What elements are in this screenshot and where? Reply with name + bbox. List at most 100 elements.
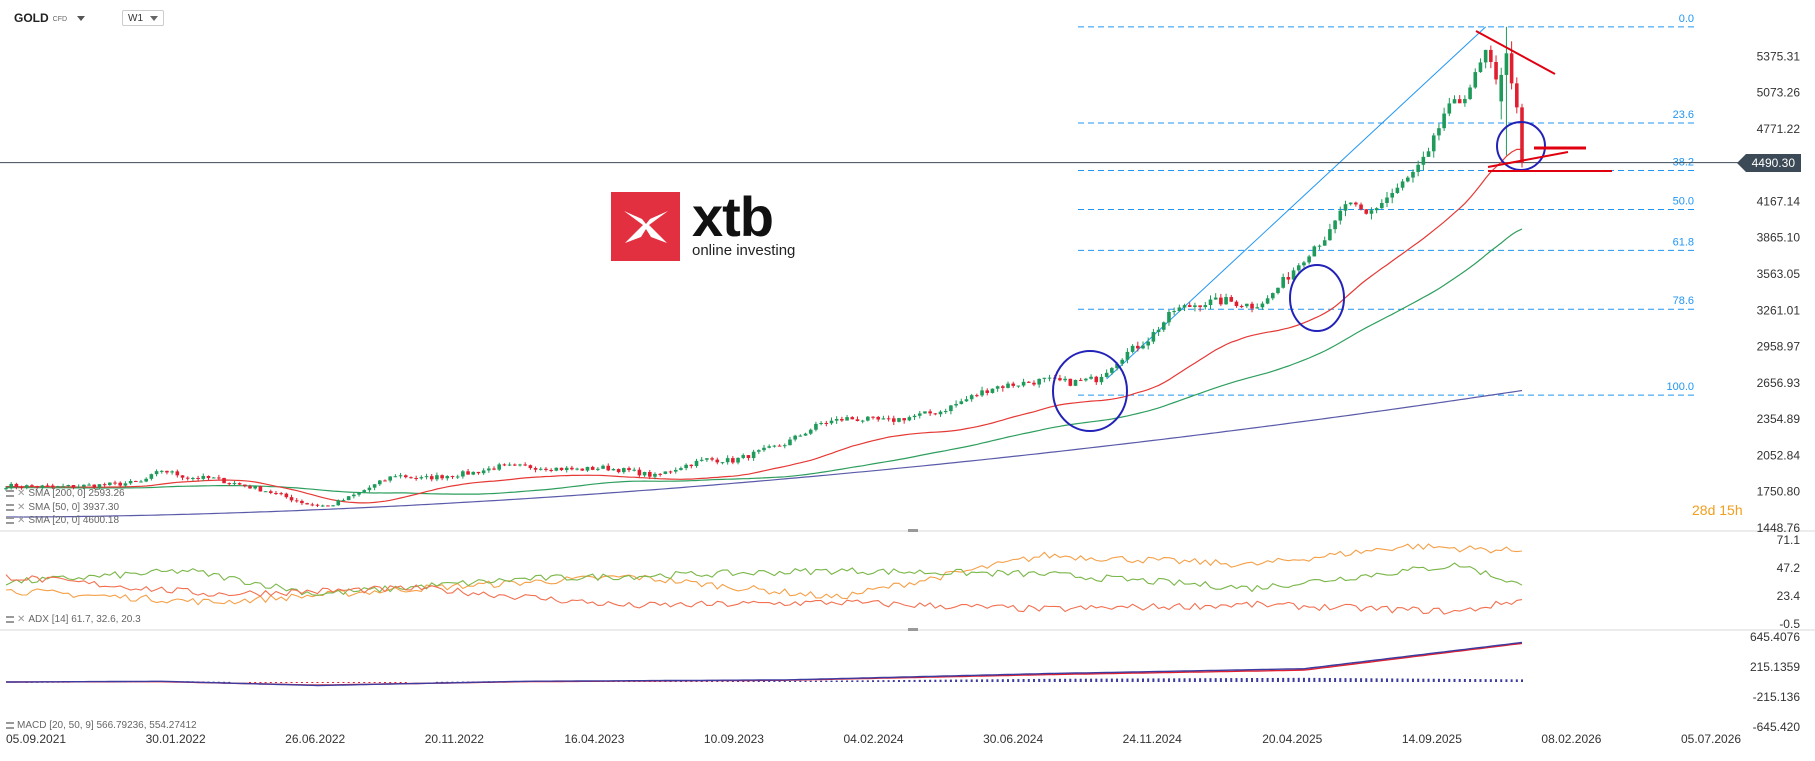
close-icon[interactable]: ✕ (17, 488, 26, 499)
macd-histogram-bar (773, 680, 776, 682)
candle-body (237, 483, 242, 485)
adx-series-adx (5, 543, 1523, 606)
candle-body (191, 477, 195, 479)
candle-body (912, 415, 917, 418)
candle-body (596, 468, 600, 470)
candle-body (523, 464, 527, 466)
annotation-circle (1289, 264, 1345, 332)
candle-body (829, 420, 834, 424)
candle-body (1286, 277, 1291, 280)
candle-body (326, 505, 330, 507)
candle-body (1452, 99, 1457, 104)
legend-adx[interactable]: ✕ ADX [14] 61.7, 32.6, 20.3 (6, 614, 141, 625)
candle-body (71, 485, 76, 488)
macd-histogram-bar (1339, 678, 1342, 682)
candle-body (902, 418, 906, 421)
macd-histogram-bar (1334, 678, 1337, 682)
macd-histogram-bar (1375, 678, 1378, 682)
candle-body (435, 475, 439, 480)
y-tick-label: 4167.14 (1757, 194, 1801, 208)
macd-histogram-bar (1230, 678, 1233, 682)
macd-histogram-bar (768, 680, 771, 682)
macd-histogram-bar (332, 681, 335, 683)
macd-histogram-bar (1489, 679, 1492, 682)
settings-icon[interactable] (6, 504, 14, 511)
macd-histogram-bar (1058, 678, 1061, 682)
settings-icon[interactable] (6, 490, 14, 497)
macd-histogram-bar (342, 681, 345, 683)
settings-icon[interactable] (6, 722, 14, 729)
candle-body (154, 471, 159, 475)
sma50-line (6, 228, 1523, 495)
legend-sma20[interactable]: ✕ SMA [20, 0] 4600.18 (6, 515, 119, 526)
candle-body (653, 473, 657, 477)
macd-histogram-bar (778, 680, 781, 682)
macd-histogram-bar (254, 681, 257, 683)
candle-body (1369, 210, 1374, 214)
candle-body (1229, 297, 1234, 302)
candle-body (1037, 378, 1041, 385)
timeframe-label: W1 (128, 12, 143, 24)
macd-histogram-bar (1417, 678, 1420, 682)
x-tick-label: 10.09.2023 (704, 732, 764, 746)
settings-icon[interactable] (6, 616, 14, 623)
macd-histogram-bar (1510, 679, 1513, 682)
macd-signal-line (6, 642, 1523, 686)
legend-sma50[interactable]: ✕ SMA [50, 0] 3937.30 (6, 502, 119, 513)
legend-macd[interactable]: MACD [20, 50, 9] 566.79236, 554.27412 (6, 720, 197, 731)
candle-body (928, 411, 932, 414)
macd-histogram-bar (1084, 678, 1087, 682)
macd-histogram-bar (866, 680, 869, 682)
close-icon[interactable]: ✕ (17, 515, 26, 526)
candle-body (362, 490, 367, 493)
macd-line (6, 641, 1523, 687)
candle-body (1120, 359, 1125, 364)
macd-histogram-bar (311, 681, 314, 683)
x-tick-label: 26.06.2022 (285, 732, 345, 746)
candle-body (990, 388, 995, 393)
macd-histogram-bar (264, 681, 267, 683)
macd-histogram-bar (1453, 678, 1456, 682)
candle-body (658, 473, 662, 475)
macd-histogram-bar (378, 681, 381, 683)
x-tick-label: 20.11.2022 (425, 732, 484, 746)
symbol-selector[interactable]: GOLD CFD (14, 9, 86, 27)
macd-histogram-bar (1225, 678, 1228, 682)
candle-body (19, 487, 24, 489)
x-tick-label: 30.06.2024 (983, 732, 1043, 746)
macd-histogram-bar (913, 679, 916, 682)
close-icon[interactable]: ✕ (17, 502, 26, 513)
legend-sma200[interactable]: ✕ SMA [200, 0] 2593.26 (6, 488, 125, 499)
close-icon[interactable]: ✕ (17, 614, 26, 625)
candle-body (866, 416, 870, 421)
candle-body (445, 476, 450, 479)
macd-histogram-bar (326, 681, 329, 683)
annotation-circle (1052, 350, 1128, 432)
candle-body (1245, 303, 1249, 307)
candle-body (736, 457, 740, 463)
candle-body (860, 420, 865, 422)
fib-label-0.0: 0.0 (1679, 13, 1694, 25)
macd-histogram-bar (1318, 677, 1321, 682)
y-tick-label: 1448.76 (1757, 521, 1801, 535)
macd-histogram-bar (316, 681, 319, 684)
candle-body (824, 422, 829, 424)
candle-body (1260, 303, 1265, 308)
candle-body (871, 416, 875, 418)
candle-body (170, 471, 174, 473)
timeframe-selector[interactable]: W1 (122, 10, 164, 26)
x-tick-label: 30.01.2022 (146, 732, 206, 746)
macd-histogram-bar (337, 681, 340, 683)
candle-body (590, 466, 595, 470)
macd-histogram-bar (1136, 678, 1139, 682)
logo-tagline: online investing (692, 241, 796, 259)
candle-body (757, 450, 761, 452)
candle-body (128, 480, 133, 484)
candle-body (943, 411, 948, 413)
macd-histogram-bar (1121, 678, 1124, 682)
chevron-down-icon (150, 15, 158, 21)
settings-icon[interactable] (6, 517, 14, 524)
macd-histogram-bar (783, 680, 786, 682)
macd-histogram-bar (763, 680, 765, 682)
macd-histogram-bar (877, 680, 880, 682)
